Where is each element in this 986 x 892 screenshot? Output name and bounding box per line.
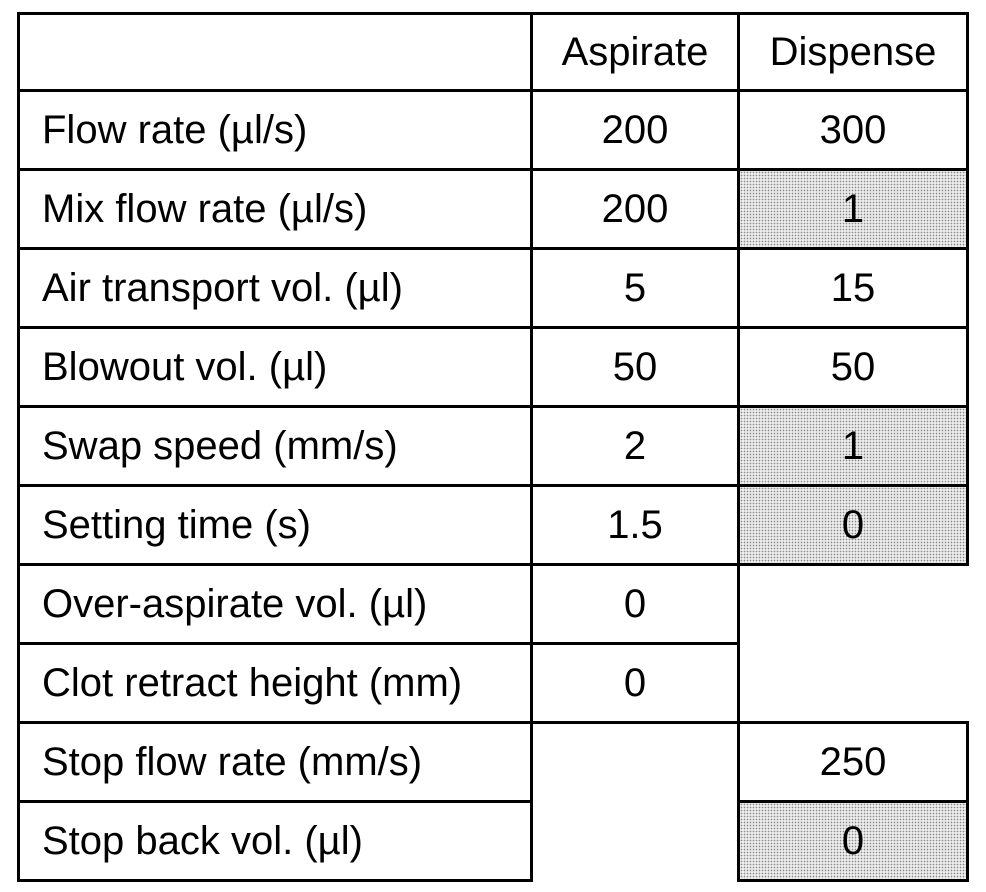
aspirate-value-text: 0 [624, 584, 646, 624]
row-label-text: Stop flow rate (mm/s) [42, 742, 422, 782]
dispense-value: 15 [737, 247, 969, 329]
aspirate-value: 1.5 [530, 484, 740, 566]
row-label: Over-aspirate vol. (µl) [17, 563, 533, 645]
row-label: Flow rate (µl/s) [17, 89, 533, 171]
aspirate-value-text: 1.5 [607, 505, 663, 545]
aspirate-value: 0 [530, 642, 740, 724]
row-label-text: Mix flow rate (µl/s) [42, 189, 367, 229]
dispense-value-text: 1 [842, 426, 864, 466]
dispense-value-text: 0 [842, 821, 864, 861]
row-label: Stop back vol. (µl) [17, 800, 533, 882]
aspirate-value-text: 200 [602, 110, 669, 150]
dispense-value-shaded: 0 [737, 484, 969, 566]
aspirate-value: 200 [530, 89, 740, 171]
row-label: Clot retract height (mm) [17, 642, 533, 724]
row-label: Blowout vol. (µl) [17, 326, 533, 408]
row-label-text: Air transport vol. (µl) [42, 268, 403, 308]
row-label: Setting time (s) [17, 484, 533, 566]
aspirate-value: 50 [530, 326, 740, 408]
row-label: Swap speed (mm/s) [17, 405, 533, 487]
row-label-text: Swap speed (mm/s) [42, 426, 398, 466]
row-label-text: Flow rate (µl/s) [42, 110, 307, 150]
aspirate-value: 5 [530, 247, 740, 329]
row-label-text: Over-aspirate vol. (µl) [42, 584, 427, 624]
dispense-value-text: 0 [842, 505, 864, 545]
dispense-value-shaded: 1 [737, 405, 969, 487]
header-dispense: Dispense [737, 12, 969, 92]
row-label-text: Blowout vol. (µl) [42, 347, 327, 387]
row-label: Air transport vol. (µl) [17, 247, 533, 329]
header-aspirate: Aspirate [530, 12, 740, 92]
aspirate-value-text: 2 [624, 426, 646, 466]
header-aspirate-label: Aspirate [562, 32, 709, 72]
aspirate-value-text: 200 [602, 189, 669, 229]
row-label-text: Clot retract height (mm) [42, 663, 462, 703]
dispense-value-text: 50 [831, 347, 876, 387]
header-corner-cell [17, 12, 533, 92]
dispense-value-text: 250 [820, 742, 887, 782]
dispense-value-text: 300 [820, 110, 887, 150]
dispense-value-text: 15 [831, 268, 876, 308]
row-label: Stop flow rate (mm/s) [17, 721, 533, 803]
aspirate-value-text: 5 [624, 268, 646, 308]
row-label-text: Setting time (s) [42, 505, 311, 545]
dispense-value: 50 [737, 326, 969, 408]
dispense-value: 300 [737, 89, 969, 171]
dispense-value-shaded: 1 [737, 168, 969, 250]
dispense-value-text: 1 [842, 189, 864, 229]
aspirate-value: 200 [530, 168, 740, 250]
aspirate-value: 0 [530, 563, 740, 645]
row-label-text: Stop back vol. (µl) [42, 821, 363, 861]
dispense-value: 250 [737, 721, 969, 803]
aspirate-value: 2 [530, 405, 740, 487]
header-dispense-label: Dispense [770, 32, 937, 72]
aspirate-value-text: 0 [624, 663, 646, 703]
aspirate-value-text: 50 [613, 347, 658, 387]
dispense-value-shaded: 0 [737, 800, 969, 882]
row-label: Mix flow rate (µl/s) [17, 168, 533, 250]
